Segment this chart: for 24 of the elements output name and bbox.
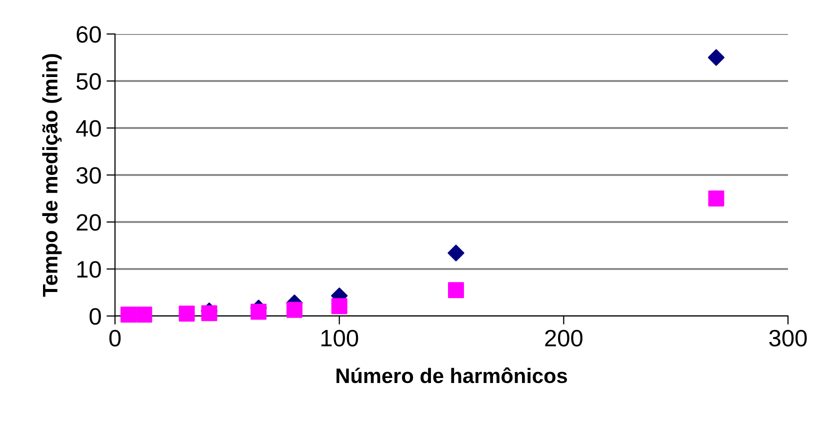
y-tick-label: 10 bbox=[77, 261, 101, 278]
y-tick-label: 40 bbox=[76, 120, 101, 137]
y-tick-label: 30 bbox=[76, 167, 101, 184]
x-tick-label: 300 bbox=[769, 330, 807, 347]
point bbox=[250, 304, 267, 320]
point bbox=[448, 282, 464, 298]
point bbox=[331, 298, 348, 314]
y-axis-title: Tempo de medição (min) bbox=[42, 54, 62, 297]
x-tick-label: 200 bbox=[545, 330, 582, 347]
point bbox=[201, 305, 218, 322]
point bbox=[120, 306, 136, 323]
point bbox=[708, 49, 725, 66]
point bbox=[286, 302, 302, 318]
y-tick-label: 20 bbox=[76, 214, 101, 231]
y-tick-label: 0 bbox=[90, 308, 101, 325]
y-tick-label: 60 bbox=[76, 26, 101, 43]
point bbox=[136, 306, 152, 323]
x-tick-label: 100 bbox=[321, 330, 358, 347]
x-axis-title: Número de harmônicos bbox=[336, 367, 567, 384]
point bbox=[448, 244, 464, 262]
x-tick-label: 0 bbox=[109, 330, 121, 347]
point bbox=[708, 190, 724, 206]
point bbox=[178, 306, 195, 322]
y-tick-label: 50 bbox=[76, 73, 101, 90]
